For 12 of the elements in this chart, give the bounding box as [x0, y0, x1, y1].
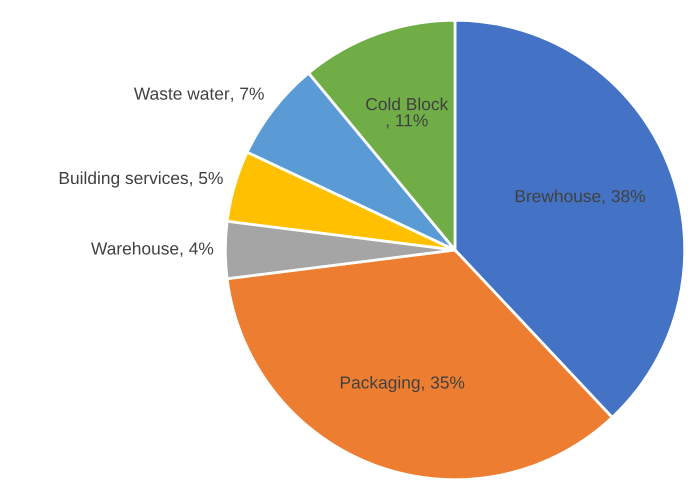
data-label: , 4% — [180, 242, 214, 257]
slice-label: Waste water — [134, 88, 230, 100]
data-label: , 7% — [231, 88, 264, 102]
slice-label: Building services — [60, 171, 188, 188]
slice-label: Packaging — [340, 376, 420, 392]
slice-label: Cold Block — [366, 98, 448, 110]
data-label: , 5% — [190, 172, 223, 186]
slice-label: Brewhouse — [516, 189, 600, 202]
slice-label: Warehouse — [91, 242, 178, 255]
data-label: , 11% — [386, 114, 428, 129]
data-label: , 38% — [602, 190, 645, 204]
data-label: , 35% — [422, 376, 464, 391]
